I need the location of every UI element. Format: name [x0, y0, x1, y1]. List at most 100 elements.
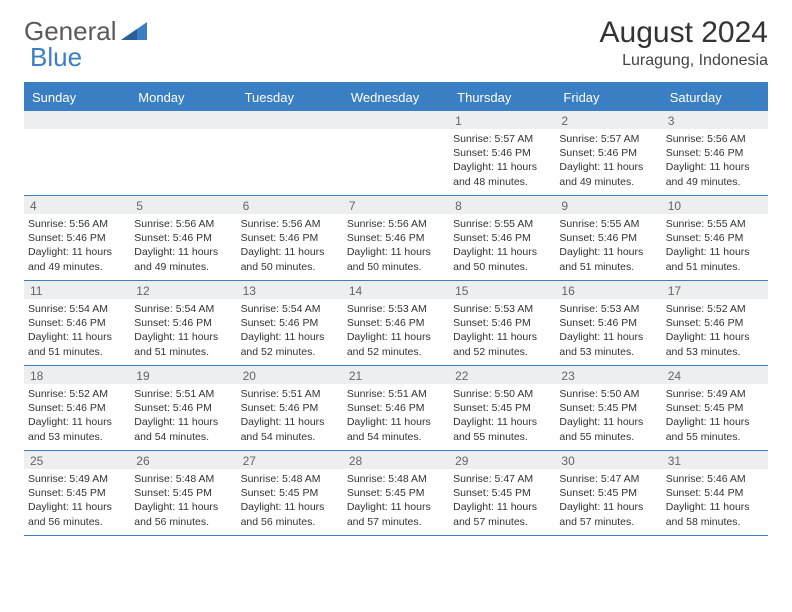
daylight-text: Daylight: 11 hours and 54 minutes. [134, 415, 232, 443]
sunrise-text: Sunrise: 5:49 AM [666, 387, 764, 401]
day-cell [237, 111, 343, 195]
date-number: 3 [662, 111, 768, 129]
day-body: Sunrise: 5:54 AMSunset: 5:46 PMDaylight:… [24, 299, 130, 363]
date-number: 10 [662, 196, 768, 214]
sunset-text: Sunset: 5:45 PM [666, 401, 764, 415]
sunrise-text: Sunrise: 5:52 AM [28, 387, 126, 401]
week-row: 1Sunrise: 5:57 AMSunset: 5:46 PMDaylight… [24, 111, 768, 196]
day-cell: 14Sunrise: 5:53 AMSunset: 5:46 PMDayligh… [343, 281, 449, 365]
date-number: 7 [343, 196, 449, 214]
day-cell: 21Sunrise: 5:51 AMSunset: 5:46 PMDayligh… [343, 366, 449, 450]
date-number: 17 [662, 281, 768, 299]
day-body: Sunrise: 5:48 AMSunset: 5:45 PMDaylight:… [237, 469, 343, 533]
daylight-text: Daylight: 11 hours and 53 minutes. [28, 415, 126, 443]
day-body: Sunrise: 5:55 AMSunset: 5:46 PMDaylight:… [662, 214, 768, 278]
date-number: 24 [662, 366, 768, 384]
day-cell: 22Sunrise: 5:50 AMSunset: 5:45 PMDayligh… [449, 366, 555, 450]
daylight-text: Daylight: 11 hours and 53 minutes. [559, 330, 657, 358]
day-cell: 28Sunrise: 5:48 AMSunset: 5:45 PMDayligh… [343, 451, 449, 535]
sunrise-text: Sunrise: 5:53 AM [559, 302, 657, 316]
daylight-text: Daylight: 11 hours and 56 minutes. [28, 500, 126, 528]
day-body: Sunrise: 5:50 AMSunset: 5:45 PMDaylight:… [449, 384, 555, 448]
day-cell [24, 111, 130, 195]
sunset-text: Sunset: 5:46 PM [666, 316, 764, 330]
sunrise-text: Sunrise: 5:49 AM [28, 472, 126, 486]
sunrise-text: Sunrise: 5:48 AM [241, 472, 339, 486]
date-number: 11 [24, 281, 130, 299]
daylight-text: Daylight: 11 hours and 52 minutes. [347, 330, 445, 358]
sunrise-text: Sunrise: 5:54 AM [28, 302, 126, 316]
sunset-text: Sunset: 5:46 PM [559, 146, 657, 160]
day-body: Sunrise: 5:55 AMSunset: 5:46 PMDaylight:… [555, 214, 661, 278]
day-body: Sunrise: 5:55 AMSunset: 5:46 PMDaylight:… [449, 214, 555, 278]
day-cell: 1Sunrise: 5:57 AMSunset: 5:46 PMDaylight… [449, 111, 555, 195]
date-number [237, 111, 343, 129]
date-number: 20 [237, 366, 343, 384]
date-number: 18 [24, 366, 130, 384]
week-row: 18 Sunrise: 5:52 AM Sunset: 5:46 PM Dayligh… [24, 366, 768, 451]
sunset-text: Sunset: 5:46 PM [453, 231, 551, 245]
daylight-text: Daylight: 11 hours and 49 minutes. [559, 160, 657, 188]
week-row: 4Sunrise: 5:56 AMSunset: 5:46 PMDaylight… [24, 196, 768, 281]
date-number: 6 [237, 196, 343, 214]
day-cell: 10Sunrise: 5:55 AMSunset: 5:46 PMDayligh… [662, 196, 768, 280]
sunset-text: Sunset: 5:46 PM [241, 231, 339, 245]
day-cell: 29Sunrise: 5:47 AMSunset: 5:45 PMDayligh… [449, 451, 555, 535]
calendar: Sunday Monday Tuesday Wednesday Thursday… [24, 82, 768, 536]
sunset-text: Sunset: 5:46 PM [28, 231, 126, 245]
date-number: 12 [130, 281, 236, 299]
sunrise-text: Sunrise: 5:50 AM [453, 387, 551, 401]
sunset-text: Sunset: 5:45 PM [559, 486, 657, 500]
sunset-text: Sunset: 5:46 PM [453, 146, 551, 160]
sunset-text: Sunset: 5:46 PM [28, 316, 126, 330]
sunset-text: Sunset: 5:46 PM [347, 316, 445, 330]
sunrise-text: Sunrise: 5:56 AM [241, 217, 339, 231]
day-body: Sunrise: 5:56 AMSunset: 5:46 PMDaylight:… [130, 214, 236, 278]
date-number: 4 [24, 196, 130, 214]
date-number [24, 111, 130, 129]
day-cell [343, 111, 449, 195]
daylight-text: Daylight: 11 hours and 52 minutes. [241, 330, 339, 358]
date-number: 28 [343, 451, 449, 469]
date-number: 23 [555, 366, 661, 384]
day-body: Sunrise: 5:56 AMSunset: 5:46 PMDaylight:… [343, 214, 449, 278]
sunset-text: Sunset: 5:45 PM [453, 486, 551, 500]
day-body: Sunrise: 5:54 AMSunset: 5:46 PMDaylight:… [237, 299, 343, 363]
sunset-text: Sunset: 5:46 PM [347, 401, 445, 415]
date-number: 25 [24, 451, 130, 469]
date-number [343, 111, 449, 129]
weekday-header: Friday [555, 84, 661, 111]
day-cell: 26Sunrise: 5:48 AMSunset: 5:45 PMDayligh… [130, 451, 236, 535]
day-body: Sunrise: 5:56 AMSunset: 5:46 PMDaylight:… [237, 214, 343, 278]
date-number: 19 [130, 366, 236, 384]
day-cell: 7Sunrise: 5:56 AMSunset: 5:46 PMDaylight… [343, 196, 449, 280]
date-number: 5 [130, 196, 236, 214]
title-location: Luragung, Indonesia [600, 52, 768, 70]
sunrise-text: Sunrise: 5:47 AM [559, 472, 657, 486]
daylight-text: Daylight: 11 hours and 50 minutes. [453, 245, 551, 273]
daylight-text: Daylight: 11 hours and 55 minutes. [666, 415, 764, 443]
sunset-text: Sunset: 5:46 PM [241, 316, 339, 330]
sunset-text: Sunset: 5:44 PM [666, 486, 764, 500]
sunrise-text: Sunrise: 5:56 AM [28, 217, 126, 231]
header: General August 2024 Luragung, Indonesia [24, 16, 768, 70]
sunrise-text: Sunrise: 5:55 AM [559, 217, 657, 231]
day-cell: 2Sunrise: 5:57 AMSunset: 5:46 PMDaylight… [555, 111, 661, 195]
sunset-text: Sunset: 5:46 PM [134, 316, 232, 330]
sunrise-text: Sunrise: 5:51 AM [241, 387, 339, 401]
day-body: Sunrise: 5:49 AMSunset: 5:45 PMDaylight:… [662, 384, 768, 448]
daylight-text: Daylight: 11 hours and 52 minutes. [453, 330, 551, 358]
sunrise-text: Sunrise: 5:54 AM [241, 302, 339, 316]
sunset-text: Sunset: 5:46 PM [347, 231, 445, 245]
daylight-text: Daylight: 11 hours and 55 minutes. [453, 415, 551, 443]
day-body: Sunrise: 5:56 AMSunset: 5:46 PMDaylight:… [662, 129, 768, 193]
daylight-text: Daylight: 11 hours and 50 minutes. [241, 245, 339, 273]
sunset-text: Sunset: 5:45 PM [559, 401, 657, 415]
sunrise-text: Sunrise: 5:57 AM [559, 132, 657, 146]
sunrise-text: Sunrise: 5:56 AM [347, 217, 445, 231]
weekday-header: Monday [130, 84, 236, 111]
day-body: Sunrise: 5:53 AMSunset: 5:46 PMDaylight:… [555, 299, 661, 363]
sunrise-text: Sunrise: 5:51 AM [134, 387, 232, 401]
day-body: Sunrise: 5:56 AMSunset: 5:46 PMDaylight:… [24, 214, 130, 278]
day-cell: 18Sunrise: 5:52 AMSunset: 5:46 PMDayligh… [24, 366, 130, 450]
